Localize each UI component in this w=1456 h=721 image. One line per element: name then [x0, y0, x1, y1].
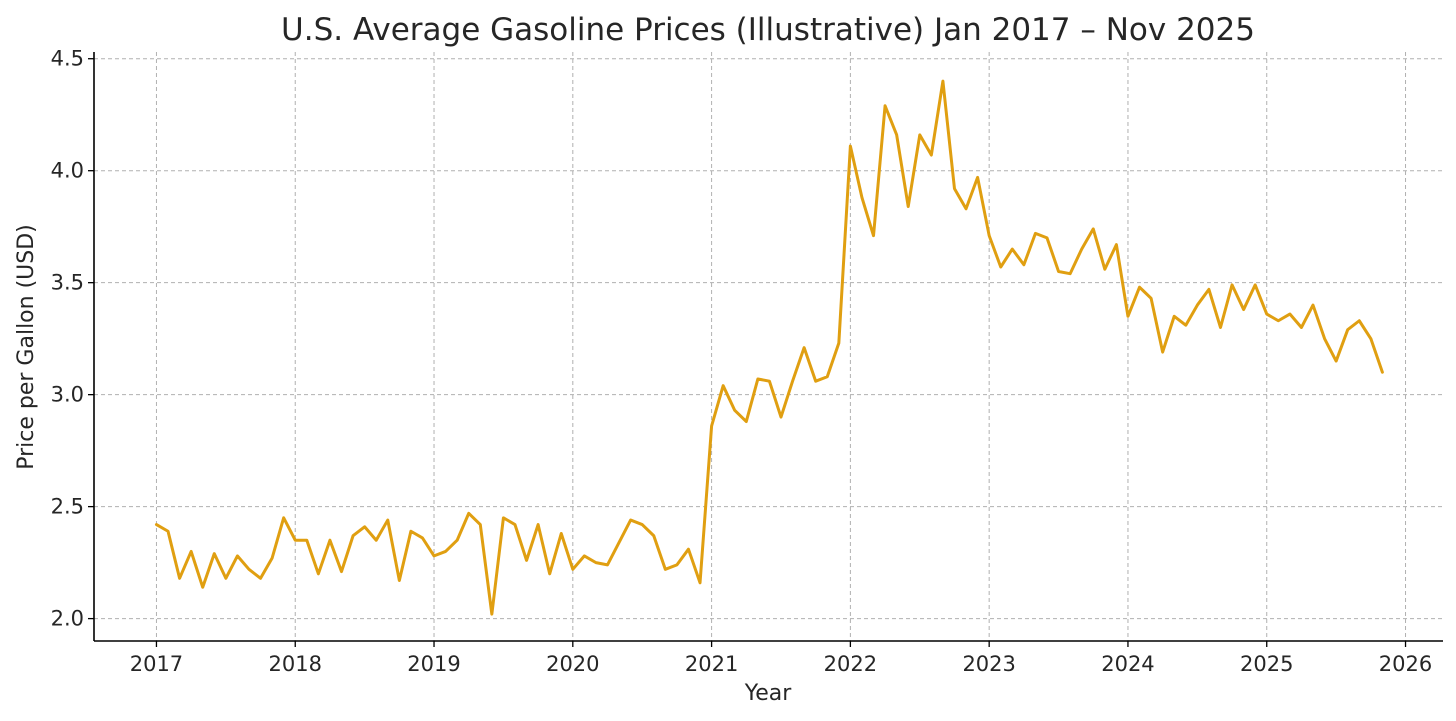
series-layer: [154, 79, 1384, 616]
x-axis-ticks: 2017 2018 2019 2020 2021 2022 2023 2024 2025 2026: [130, 641, 1432, 676]
y-axis-label: Price per Gallon (USD): [14, 224, 39, 470]
x-tick-label: 2019: [407, 652, 460, 676]
x-tick-label: 2025: [1240, 652, 1293, 676]
x-tick-label: 2017: [130, 652, 183, 676]
x-tick-label: 2021: [685, 652, 738, 676]
grid: [94, 52, 1443, 641]
x-tick-label: 2024: [1101, 652, 1154, 676]
x-axis-label: Year: [744, 681, 793, 706]
x-tick-label: 2026: [1379, 652, 1432, 676]
x-tick-label: 2023: [962, 652, 1015, 676]
y-tick-label: 4.5: [51, 47, 84, 71]
y-tick-label: 4.0: [51, 159, 84, 183]
x-tick-label: 2022: [824, 652, 877, 676]
chart-title: U.S. Average Gasoline Prices (Illustrati…: [281, 12, 1255, 48]
x-tick-label: 2020: [546, 652, 599, 676]
y-tick-label: 3.0: [51, 383, 84, 407]
y-tick-label: 3.5: [51, 271, 84, 295]
series-line-gasoline-price: [154, 79, 1384, 616]
x-tick-label: 2018: [269, 652, 322, 676]
y-tick-label: 2.0: [51, 607, 84, 631]
y-axis-ticks: 2.0 2.5 3.0 3.5 4.0 4.5: [51, 47, 94, 631]
y-tick-label: 2.5: [51, 495, 84, 519]
